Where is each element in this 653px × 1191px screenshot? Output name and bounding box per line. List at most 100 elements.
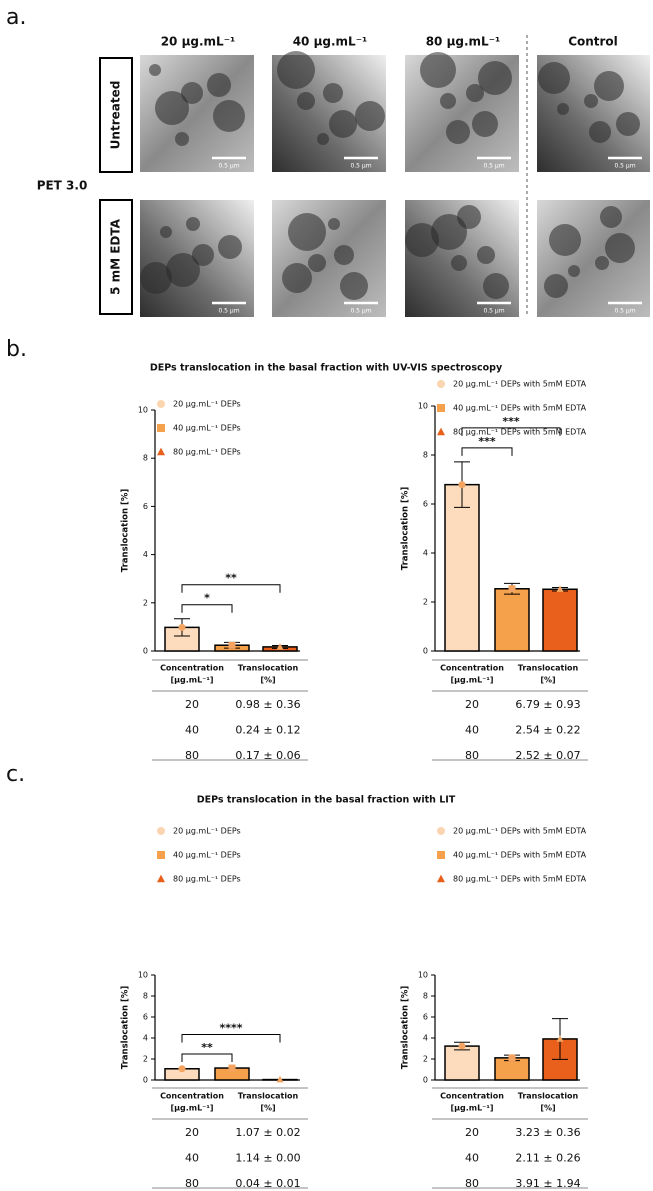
y-tick-label: 8 [423,992,428,1001]
column-header: 40 µg.mL⁻¹ [293,35,368,49]
micrograph [537,200,650,317]
scale-bar-label: 0.5 µm [350,163,371,170]
legend-marker [437,851,445,859]
data-point [178,623,186,631]
y-tick-label: 8 [143,992,148,1001]
data-point [276,1075,284,1083]
particle [431,214,467,250]
y-tick-label: 10 [418,971,428,980]
scale-bar-label: 0.5 µm [350,308,371,315]
table-cell: 20 [465,698,479,711]
table-header: Concentration [440,664,504,673]
scale-bar-label: 0.5 µm [614,308,635,315]
table-cell: 20 [465,1126,479,1139]
table-header: Translocation [518,664,579,673]
y-axis-label: Translocation [%] [121,986,131,1070]
legend-marker [437,404,445,412]
table-cell: 1.07 ± 0.02 [235,1126,300,1139]
y-tick-label: 6 [143,502,148,511]
particle [589,121,611,143]
table-cell: 40 [185,1152,199,1165]
table-cell: 0.24 ± 0.12 [235,724,300,737]
data-point [228,641,236,649]
significance-label: ** [225,572,237,585]
particle [334,245,354,265]
y-axis-label: Translocation [%] [401,487,411,571]
table-cell: 80 [185,1177,199,1190]
particle [477,246,495,264]
particle [568,265,580,277]
legend-label: 80 µg.mL⁻¹ DEPs with 5mM EDTA [453,428,587,437]
particle [600,206,622,228]
particle [466,84,484,102]
particle [483,273,509,299]
particle [155,91,189,125]
particle [472,111,498,137]
particle [549,224,581,256]
bar [444,483,480,652]
table-cell: 0.04 ± 0.01 [235,1177,300,1190]
significance-label: **** [219,1022,242,1035]
y-tick-label: 0 [143,1076,148,1085]
table-header: Translocation [238,1092,299,1101]
data-point [458,481,466,489]
particle [340,272,368,300]
column-header: 80 µg.mL⁻¹ [426,35,501,49]
table-header: [µg.mL⁻¹] [450,1104,493,1113]
y-tick-label: 4 [143,550,148,559]
legend-label: 40 µg.mL⁻¹ DEPs with 5mM EDTA [453,851,587,860]
legend-marker [437,874,445,883]
y-tick-label: 0 [423,1076,428,1085]
scale-bar-label: 0.5 µm [218,308,239,315]
particle [186,217,200,231]
row-box [99,199,133,315]
table-cell: 20 [185,698,199,711]
table-cell: 2.11 ± 0.26 [515,1152,580,1165]
table-cell: 40 [465,724,479,737]
table-cell: 20 [185,1126,199,1139]
legend-label: 20 µg.mL⁻¹ DEPs [173,827,241,836]
micrographs: 0.5 µm 0.5 µm 0.5 µm 0.5 µm 0.5 µm 0.5 µm 0.5 … [140,51,650,317]
panel-title: DEPs translocation in the basal fraction… [197,795,456,806]
table-cell: 1.14 ± 0.00 [235,1152,300,1165]
panel-title: DEPs translocation in the basal fraction… [150,363,503,374]
significance-bracket [461,427,561,436]
significance-label: ** [201,1041,213,1054]
legend-label: 80 µg.mL⁻¹ DEPs [173,875,241,884]
panel-label: a. [6,5,26,30]
particle [140,262,172,294]
significance-bracket [181,1053,233,1063]
particle [616,112,640,136]
legend-marker [437,827,445,835]
table-header: Translocation [518,1092,579,1101]
data-point [276,643,284,650]
particle [584,94,598,108]
particle [328,218,340,230]
table-header: [µg.mL⁻¹] [170,1104,213,1113]
legend-label: 80 µg.mL⁻¹ DEPs with 5mM EDTA [453,875,587,884]
row-group-label: PET 3.0 [37,179,88,193]
data-point [508,585,516,593]
particle [446,120,470,144]
particle [557,103,569,115]
data-point [556,585,564,593]
y-tick-label: 10 [138,406,148,415]
y-tick-label: 0 [423,647,428,656]
particle [355,101,385,131]
legend-marker [437,427,445,436]
table-header: Concentration [160,1092,224,1101]
legend-label: 40 µg.mL⁻¹ DEPs [173,851,241,860]
legend-label: 40 µg.mL⁻¹ DEPs [173,424,241,433]
particle [207,73,231,97]
table-cell: 3.91 ± 1.94 [515,1177,580,1190]
table-header: [µg.mL⁻¹] [170,676,213,685]
significance-label: * [204,592,210,605]
scale-bar-label: 0.5 µm [483,308,504,315]
table-header: [µg.mL⁻¹] [450,676,493,685]
particle [544,274,568,298]
table-header: Concentration [160,664,224,673]
y-tick-label: 4 [143,1034,148,1043]
table-header: Translocation [238,664,299,673]
particle [218,235,242,259]
row-box [99,57,133,173]
